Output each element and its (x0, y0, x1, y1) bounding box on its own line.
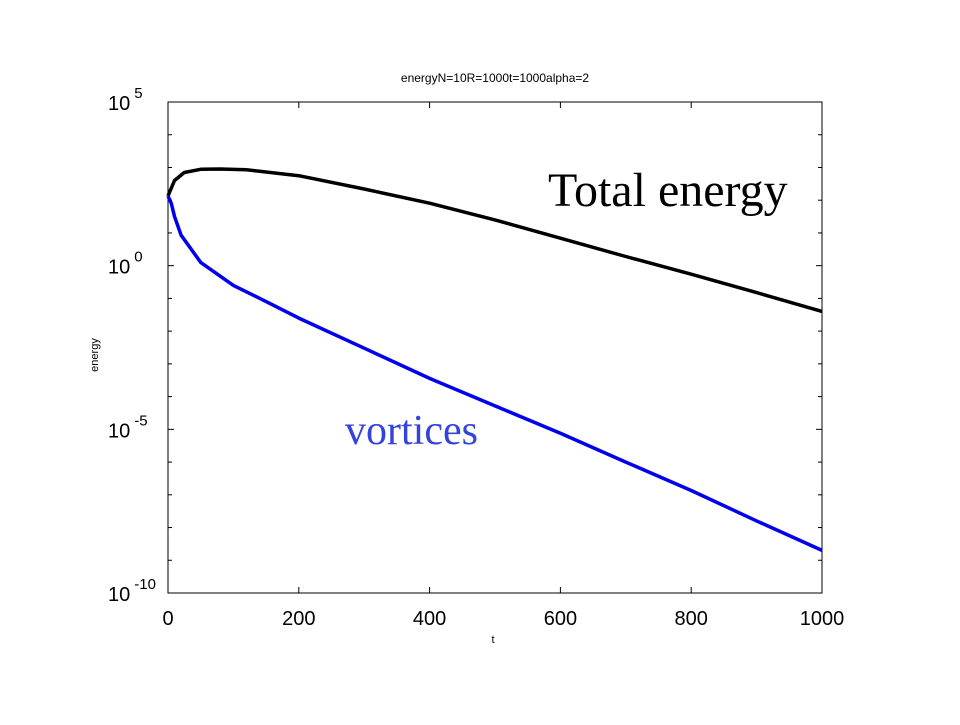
x-tick-label: 600 (544, 608, 577, 630)
x-tick-label: 1000 (800, 608, 845, 630)
annotation: Total energy (548, 164, 788, 217)
data-line (166, 167, 823, 314)
x-tick-label: 800 (675, 608, 708, 630)
y-tick-label: 10 0 (108, 249, 143, 279)
y-tick-label: 10 -5 (108, 412, 148, 442)
x-tick-label: 400 (413, 608, 446, 630)
y-axis-label: energy (89, 338, 101, 372)
x-tick-label: 200 (282, 608, 315, 630)
chart-title: energyN=10R=1000t=1000alpha=2 (401, 71, 589, 85)
y-tick-label: 10 5 (108, 85, 143, 115)
y-tick-label: 10 -10 (108, 576, 156, 606)
x-axis-label: t (491, 634, 494, 646)
data-line (166, 195, 823, 552)
x-tick-label: 0 (162, 608, 173, 630)
annotation: vortices (345, 408, 478, 454)
plot-frame (167, 101, 823, 594)
